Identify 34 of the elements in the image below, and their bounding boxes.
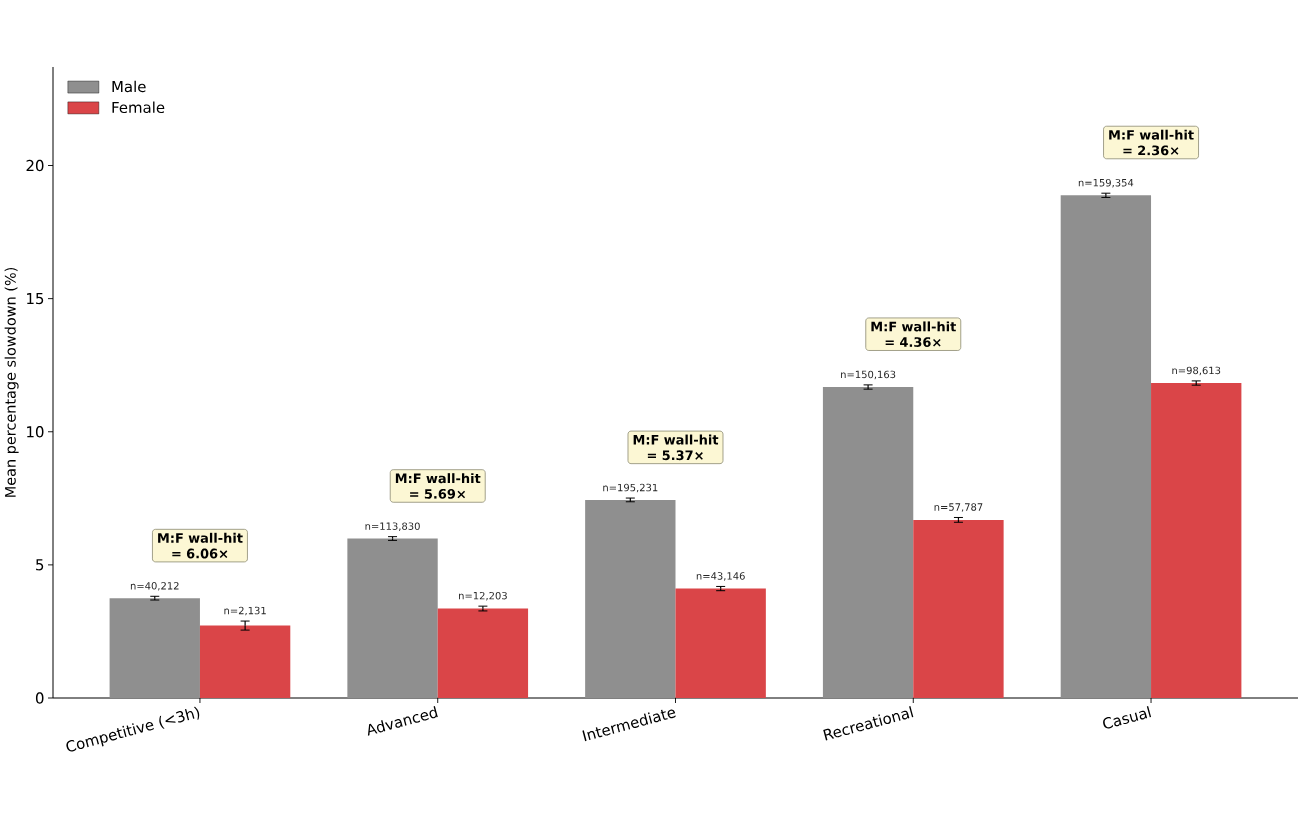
annotation: n=43,146 [696, 572, 745, 581]
bar [347, 538, 438, 698]
annotation: n=159,354 [1078, 178, 1134, 188]
x-tick-label: Casual [1103, 706, 1152, 729]
bar [585, 499, 676, 698]
annotation: n=150,163 [841, 370, 896, 380]
y-tick-label: 5 [36, 559, 44, 571]
annotation: n=12,203 [459, 591, 507, 601]
legend-label: Female [112, 101, 165, 114]
annotation: n=113,830 [365, 522, 420, 531]
annotation: M:F wall-hit = 5.37× [633, 434, 719, 461]
y-tick-label: 20 [26, 159, 44, 172]
bar [109, 598, 200, 698]
y-tick-label: 10 [27, 426, 44, 438]
annotation: n=195,231 [603, 483, 658, 493]
annotation: M:F wall-hit = 6.06× [158, 532, 243, 559]
y-tick-label: 0 [35, 692, 44, 704]
annotation: M:F wall-hit = 2.36× [1109, 129, 1194, 156]
annotation: n=40,212 [130, 582, 179, 591]
bar [822, 387, 914, 698]
annotation: M:F wall-hit = 5.69× [395, 473, 481, 499]
legend-label: Male [112, 80, 146, 93]
bar [1151, 383, 1242, 698]
y-axis-title: Mean percentage slowdown (%) [4, 267, 19, 497]
y-tick-label: 15 [27, 293, 44, 305]
annotation: M:F wall-hit = 4.36× [871, 321, 956, 347]
bar [437, 608, 529, 698]
annotation: n=57,787 [934, 503, 983, 512]
bar [1060, 195, 1152, 698]
bar [199, 625, 291, 698]
bar [913, 519, 1004, 698]
bar [675, 588, 766, 698]
annotation: n=98,613 [1172, 366, 1221, 376]
annotation: n=2,131 [224, 606, 266, 616]
